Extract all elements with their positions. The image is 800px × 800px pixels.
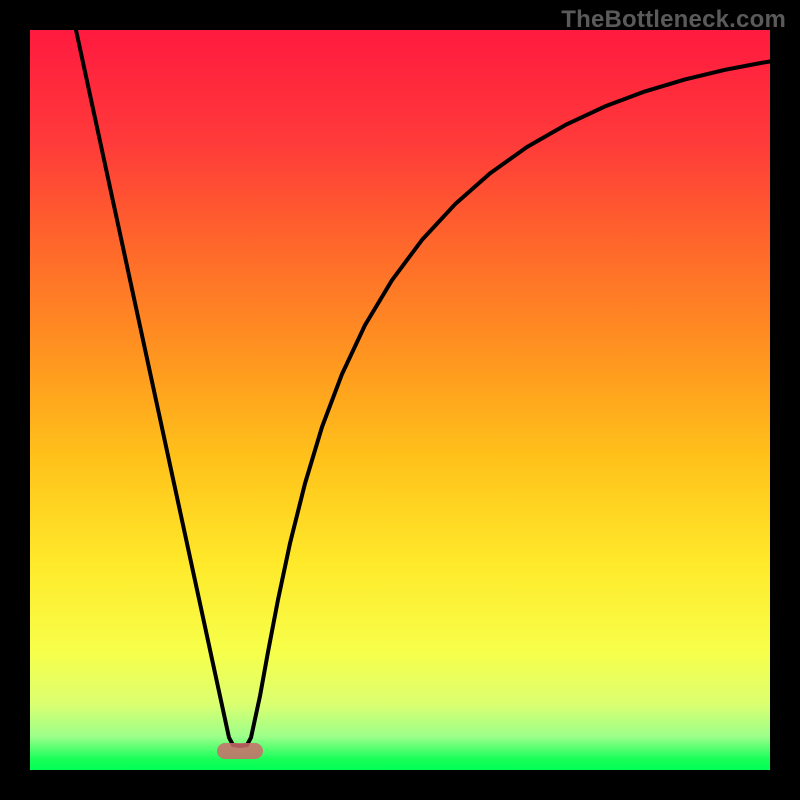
- minimum-marker: [217, 743, 263, 759]
- chart-svg: [0, 0, 800, 800]
- watermark-text: TheBottleneck.com: [561, 6, 786, 34]
- chart-container: { "watermark": { "text": "TheBottleneck.…: [0, 0, 800, 800]
- gradient-background: [30, 30, 770, 770]
